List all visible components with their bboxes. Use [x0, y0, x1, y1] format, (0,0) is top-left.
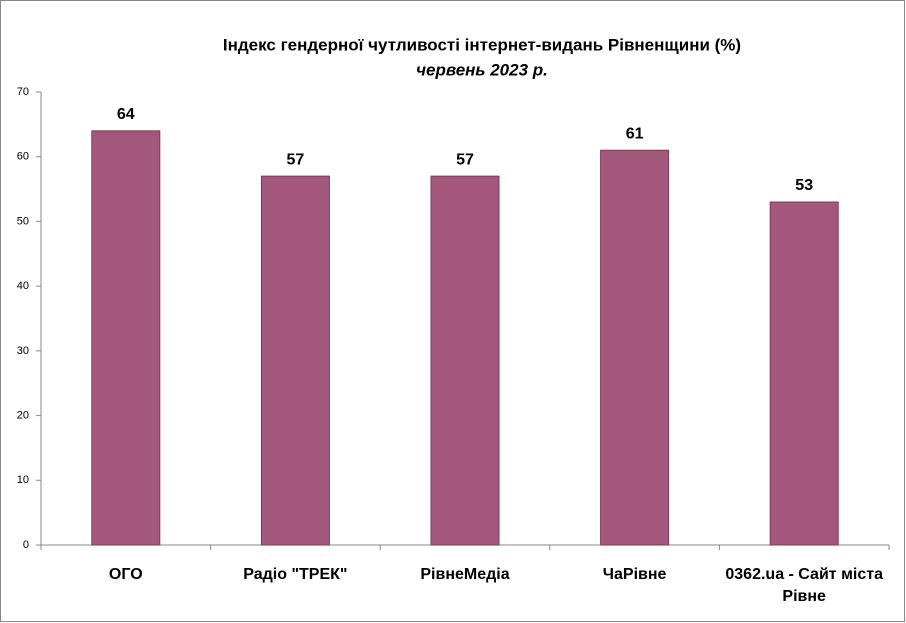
data-label: 57 [287, 151, 305, 168]
chart-subtitle: червень 2023 р. [416, 60, 548, 79]
y-tick-label: 40 [17, 280, 29, 292]
bar [91, 130, 161, 546]
y-tick-label: 70 [17, 86, 29, 98]
data-label: 53 [795, 177, 813, 194]
y-tick-label: 0 [23, 539, 29, 551]
y-tick-label: 50 [17, 215, 29, 227]
bar [600, 149, 670, 546]
y-tick-label: 10 [17, 474, 29, 486]
y-tick-label: 30 [17, 345, 29, 357]
data-label: 64 [117, 106, 135, 123]
x-tick-label: 0362.ua - Сайт міста Рівне [725, 566, 883, 605]
y-tick-label: 60 [17, 151, 29, 163]
x-tick-label: ОГО [108, 566, 143, 583]
data-label: 57 [456, 151, 474, 168]
chart-title: Індекс гендерної чутливості інтернет-вид… [223, 35, 741, 54]
bar [260, 175, 330, 546]
data-label: 61 [626, 125, 644, 142]
x-tick-label: Радіо "ТРЕК" [243, 566, 348, 583]
y-tick-label: 20 [17, 409, 29, 421]
x-tick-label: РівнеМедіа [420, 566, 510, 583]
bar [430, 175, 500, 546]
bar [769, 201, 839, 546]
x-tick-label: ЧаРівне [602, 566, 667, 583]
